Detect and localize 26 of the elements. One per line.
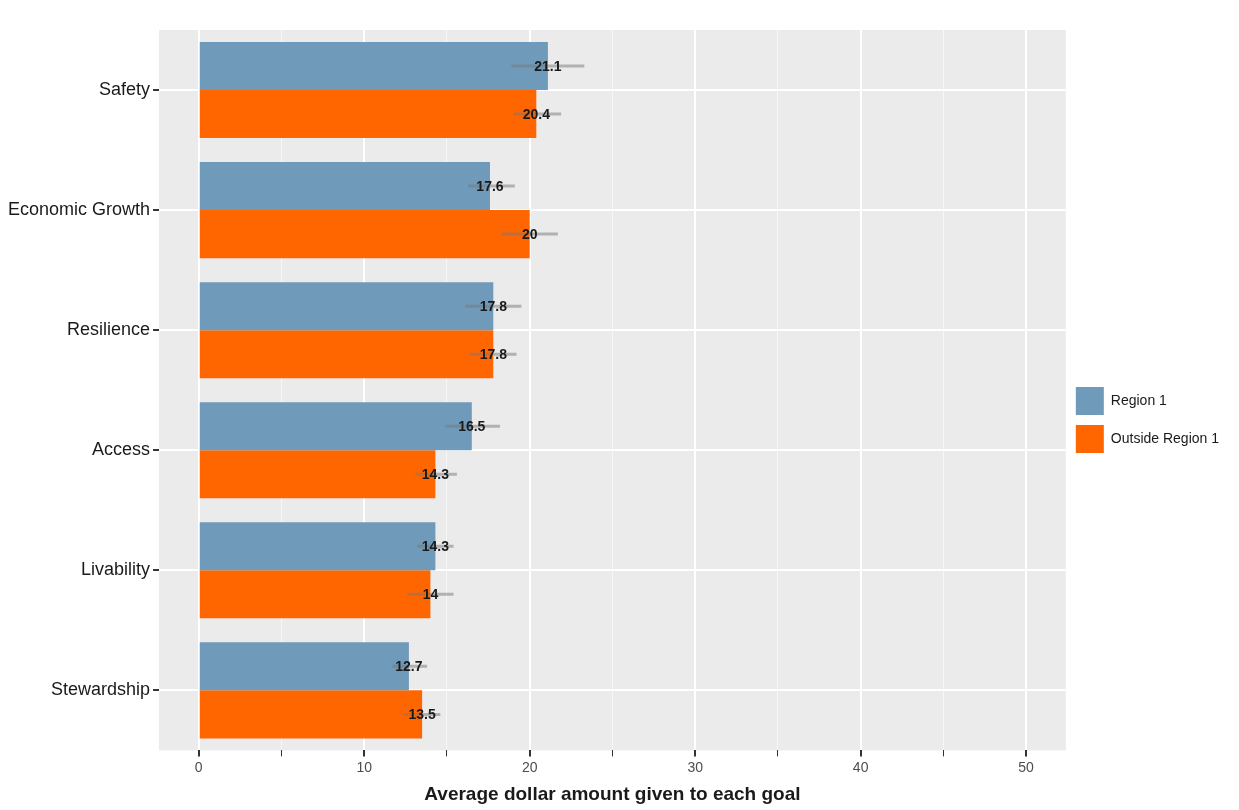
y-tick-label: Safety [99, 79, 151, 99]
x-tick-label: 10 [356, 758, 373, 775]
y-tick-label: Livability [81, 559, 151, 580]
data-label: 16.5 [458, 418, 486, 435]
data-label: 21.1 [534, 57, 562, 74]
y-tick-label: Stewardship [50, 679, 151, 700]
y-tick-label: Resilience [67, 319, 151, 340]
y-tick-label: Access [92, 439, 151, 460]
data-label: 17.8 [479, 346, 508, 363]
data-label: 17.8 [479, 298, 508, 315]
legend-label: Region 1 [1110, 391, 1168, 408]
x-tick-label: 50 [1018, 758, 1035, 775]
x-axis-title: Average dollar amount given to each goal [424, 782, 801, 804]
data-label: 20 [521, 225, 538, 242]
legend-label: Outside Region 1 [1110, 429, 1220, 446]
y-tick-label: Economic Growth [7, 199, 151, 220]
data-label: 14.3 [421, 538, 450, 555]
data-label: 17.6 [476, 177, 504, 194]
data-label: 14 [422, 586, 439, 603]
x-tick-label: 40 [852, 758, 869, 775]
data-label: 14.3 [421, 466, 450, 483]
data-label: 20.4 [522, 105, 551, 122]
x-tick-label: 20 [521, 758, 538, 775]
x-tick-label: 30 [687, 758, 704, 775]
x-tick-label: 0 [194, 758, 203, 775]
data-label: 12.7 [395, 658, 423, 675]
